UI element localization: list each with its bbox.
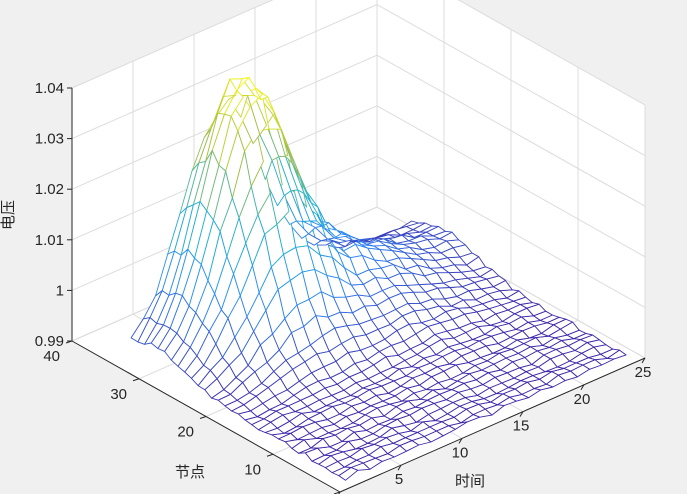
y-tick-mark bbox=[199, 416, 207, 419]
z-axis-label: 电压 bbox=[0, 200, 17, 230]
y-tick-label: 40 bbox=[43, 348, 60, 365]
x-tick-label: 20 bbox=[574, 391, 591, 408]
x-tick-label: 15 bbox=[513, 418, 530, 435]
grid-line-z bbox=[71, 4, 646, 157]
z-tick-label: 1 bbox=[56, 282, 64, 299]
grid-line-z bbox=[71, 105, 646, 258]
grid-line-z bbox=[71, 0, 646, 106]
y-tick-label: 30 bbox=[110, 386, 127, 403]
x-tick-label: 10 bbox=[452, 444, 469, 461]
x-tick-mark bbox=[641, 357, 646, 364]
y-axis-label: 节点 bbox=[175, 463, 205, 481]
z-tick-label: 1.01 bbox=[35, 232, 64, 249]
z-tick-label: 1.04 bbox=[35, 80, 64, 97]
y-tick-mark bbox=[132, 378, 140, 382]
x-tick-mark bbox=[580, 384, 585, 391]
x-axis-line bbox=[339, 357, 646, 493]
y-tick-mark bbox=[266, 453, 274, 457]
grid-line-z bbox=[71, 54, 646, 207]
x-tick-mark bbox=[338, 491, 341, 494]
x-axis-label: 时间 bbox=[455, 472, 485, 490]
z-tick-label: 1.03 bbox=[35, 131, 64, 148]
z-tick-label: 0.99 bbox=[35, 333, 64, 350]
y-tick-label: 10 bbox=[244, 461, 261, 478]
x-tick-mark bbox=[458, 438, 463, 444]
x-tick-label: 25 bbox=[635, 364, 652, 381]
surface-mesh bbox=[130, 77, 627, 481]
surface-cell bbox=[130, 317, 151, 343]
z-tick-label: 1.02 bbox=[35, 181, 64, 198]
y-tick-label: 20 bbox=[177, 424, 194, 441]
x-tick-mark bbox=[519, 411, 524, 417]
x-tick-mark bbox=[397, 464, 402, 471]
x-tick-label: 5 bbox=[395, 471, 403, 488]
